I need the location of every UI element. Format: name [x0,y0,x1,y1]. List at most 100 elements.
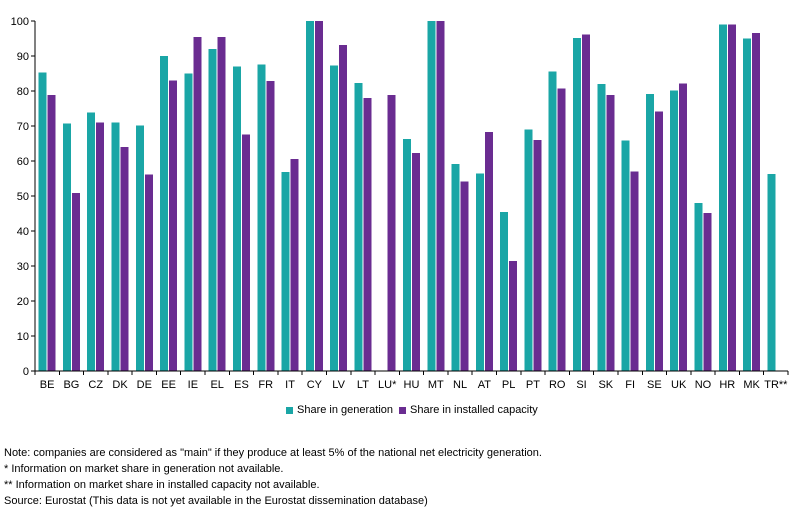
bar-generation [111,122,120,371]
y-tick-label: 70 [17,121,29,133]
bar-capacity [314,21,323,371]
bar-generation [548,71,557,372]
x-tick-label: EL [210,379,223,391]
bar-generation [475,173,484,371]
y-tick-label: 60 [17,156,29,168]
x-tick-label: FI [625,379,635,391]
note-main: Note: companies are considered as "main"… [4,447,542,459]
x-tick-label: NO [695,379,712,391]
bar-generation [573,37,582,372]
bar-capacity [533,140,542,371]
y-tick-label: 40 [17,226,29,238]
x-tick-label: PL [502,379,515,391]
bar-capacity [703,212,712,371]
x-tick-label: SK [598,379,613,391]
legend-item-generation: Share in generation [286,404,393,416]
x-tick-label: MK [743,379,760,391]
y-tick-label: 100 [11,16,29,28]
bar-generation [743,38,752,371]
x-tick-label: LV [332,379,345,391]
bar-generation [38,72,47,371]
bar-capacity [606,95,615,371]
legend: Share in generation Share in installed c… [286,404,544,416]
x-tick-label: EE [161,379,176,391]
x-tick-label: HR [719,379,735,391]
bar-capacity [484,131,493,371]
y-tick-label: 80 [17,86,29,98]
bar-capacity [193,36,202,371]
bars [38,21,776,372]
bar-capacity [412,152,420,371]
note-generation: * Information on market share in generat… [4,463,284,475]
x-tick-label: SE [647,379,662,391]
bar-generation [87,112,96,371]
legend-swatch-generation [286,406,293,414]
bar-generation [403,138,411,371]
x-tick-label: PT [526,379,540,391]
y-tick-label: 20 [17,296,29,308]
x-tick-label: IT [285,379,295,391]
bar-capacity [387,95,396,371]
bar-generation [232,66,241,371]
bar-generation [694,203,703,371]
bar-generation [670,90,679,372]
bar-capacity [557,88,566,372]
bar-capacity [169,80,178,371]
x-tick-label: BG [63,379,79,391]
bar-generation [427,21,436,371]
bar-generation [621,140,630,371]
bar-capacity [217,37,226,371]
bar-generation [330,65,339,371]
x-tick-label: CZ [88,379,103,391]
x-tick-label: CY [307,379,323,391]
legend-swatch-capacity [399,406,407,414]
bar-capacity [339,45,348,372]
bar-capacity [752,32,761,372]
bar-generation [645,94,654,372]
legend-label-capacity: Share in installed capacity [410,404,538,416]
x-tick-label: ES [234,379,249,391]
x-tick-label: SI [576,379,586,391]
bar-capacity [96,122,105,371]
bar-capacity [582,34,591,372]
x-tick-label: DE [137,379,152,391]
x-tick-label: RO [549,379,566,391]
x-tick-label: AT [478,379,492,391]
x-tick-label: TR** [764,379,788,391]
bar-generation [767,173,776,371]
bar-capacity [460,181,469,371]
x-tick-label: UK [671,379,687,391]
y-tick-label: 0 [23,366,29,378]
legend-item-capacity: Share in installed capacity [399,404,538,416]
bar-generation [354,82,363,371]
bar-generation [208,49,217,371]
x-tick-label: DK [112,379,128,391]
legend-label-generation: Share in generation [297,404,394,416]
bar-capacity [363,98,372,371]
bar-generation [257,64,266,372]
bar-capacity [241,134,250,371]
bar-capacity [47,95,56,371]
chart-notes: Note: companies are considered as "main"… [4,445,542,509]
bar-generation [524,129,533,371]
bar-capacity [727,24,736,371]
x-tick-label: BE [40,379,55,391]
note-source: Source: Eurostat (This data is not yet a… [4,495,428,507]
bar-generation [597,84,606,371]
bar-capacity [630,171,639,371]
note-capacity: ** Information on market share in instal… [4,479,320,491]
bar-generation [281,172,290,371]
bar-generation [135,125,144,371]
x-tick-label: NL [453,379,467,391]
bar-capacity [509,261,518,371]
y-tick-label: 10 [17,331,29,343]
bar-generation [305,21,314,371]
bar-capacity [436,21,445,371]
x-tick-label: HU [404,379,420,391]
bar-capacity [654,111,663,372]
bar-capacity [290,158,299,371]
bar-generation [500,211,509,371]
x-axis: BE BG CZ DK DE EE IE EL ES FR IT CY LV LT LU* HU MT NL AT P… [34,370,789,391]
bar-generation [160,56,169,371]
bar-generation [451,163,460,371]
